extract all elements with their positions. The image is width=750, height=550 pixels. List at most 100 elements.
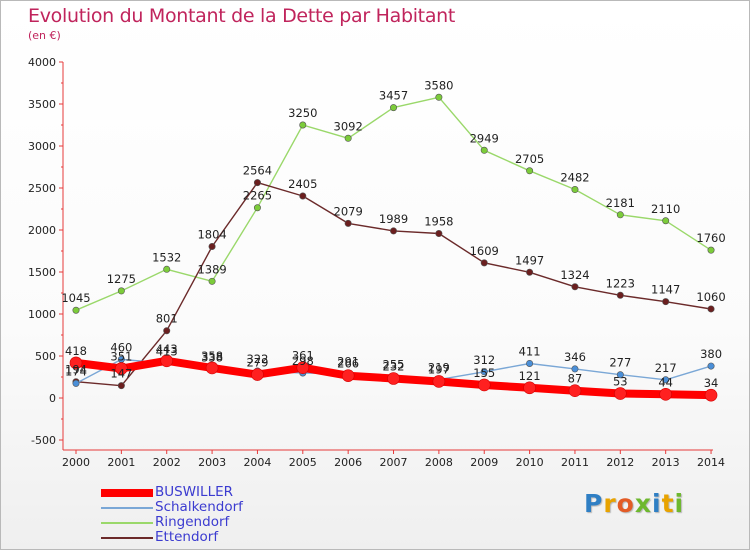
y-tick-label: 3500 [28,98,56,111]
data-label: 44 [658,375,673,389]
data-point [659,388,672,401]
legend-item: Ringendorf [101,515,361,530]
data-label: 87 [568,372,583,386]
data-label: 1609 [470,244,499,258]
data-label: 53 [613,375,628,389]
data-point [704,388,718,402]
data-point [344,134,352,142]
data-label: 2181 [606,196,635,210]
data-point [435,93,443,101]
y-tick-label: 2000 [28,224,56,237]
data-point [344,219,352,227]
data-label: 1497 [515,253,544,267]
legend: BUSWILLER Schalkendorf Ringendorf Ettendorf [101,485,361,545]
data-point [117,382,125,390]
data-label: 121 [519,369,541,383]
y-tick-label: 1000 [28,308,56,321]
data-label: 291 [337,355,359,369]
data-label: 277 [609,356,631,370]
data-label: 255 [383,358,405,372]
x-tick-label: 2004 [243,456,271,469]
logo-letter: x [634,489,652,518]
data-label: 219 [428,361,450,375]
x-tick-label: 2001 [107,456,135,469]
data-point [480,146,488,154]
data-point [614,387,627,400]
x-tick-label: 2003 [198,456,226,469]
x-tick-label: 2010 [516,456,544,469]
y-tick-label: 500 [35,350,56,363]
data-label: 3457 [379,89,408,103]
data-label: 147 [110,367,132,381]
data-point [707,305,715,313]
data-label: 1147 [651,283,680,297]
y-tick-label: 1500 [28,266,56,279]
data-label: 2564 [243,164,272,178]
x-tick-label: 2013 [652,456,680,469]
data-label: 1275 [107,272,136,286]
data-label: 361 [292,349,314,363]
data-label: 1989 [379,212,408,226]
data-point [72,379,80,387]
data-point [435,230,443,238]
chart-title: Evolution du Montant de la Dette par Hab… [28,5,456,27]
data-label: 232 [383,360,405,374]
legend-label: BUSWILLER [155,484,233,500]
data-label: 1045 [61,291,90,305]
data-point [432,375,446,388]
data-label: 1060 [696,290,725,304]
y-tick-label: -500 [31,434,56,447]
data-label: 358 [201,349,223,363]
data-label: 322 [246,352,268,366]
data-label: 2949 [470,131,499,145]
data-point [208,277,216,285]
data-label: 3580 [424,78,453,92]
x-tick-label: 2006 [334,456,362,469]
data-point [571,365,579,373]
data-label: 1389 [197,262,226,276]
data-label: 418 [65,344,87,358]
data-label: 155 [473,366,495,380]
logo-letter: P [584,489,604,518]
legend-label: Schalkendorf [155,499,243,515]
data-point [390,227,398,235]
data-label: 801 [156,312,178,326]
chart-subtitle: (en €) [28,29,61,42]
x-tick-label: 2014 [697,456,725,469]
legend-swatch [101,507,153,509]
data-point [662,217,670,225]
data-label: 312 [473,353,495,367]
x-tick-label: 2008 [425,456,453,469]
data-label: 298 [292,354,314,368]
data-label: 2705 [515,152,544,166]
legend-swatch [101,522,153,524]
data-point [480,259,488,267]
data-point [707,246,715,254]
data-label: 443 [156,342,178,356]
x-tick-label: 2011 [561,456,589,469]
data-point [72,306,80,314]
data-label: 1532 [152,250,181,264]
data-label: 194 [65,363,87,377]
data-label: 338 [201,351,223,365]
data-label: 411 [519,344,541,358]
data-point [160,354,174,368]
data-label: 217 [655,361,677,375]
logo-letter: r [603,489,617,518]
data-label: 279 [246,356,268,370]
data-point [616,291,624,299]
data-point [296,361,310,374]
x-tick-label: 2009 [470,456,498,469]
data-point [568,384,582,397]
data-point [117,287,125,295]
data-point [299,192,307,200]
data-label: 3250 [288,106,317,120]
legend-label: Ringendorf [155,514,230,530]
data-label: 2079 [334,204,363,218]
y-tick-label: 0 [49,392,56,405]
data-label: 2110 [651,202,680,216]
x-tick-label: 2005 [289,456,317,469]
data-point [571,186,579,194]
data-point [387,372,400,385]
